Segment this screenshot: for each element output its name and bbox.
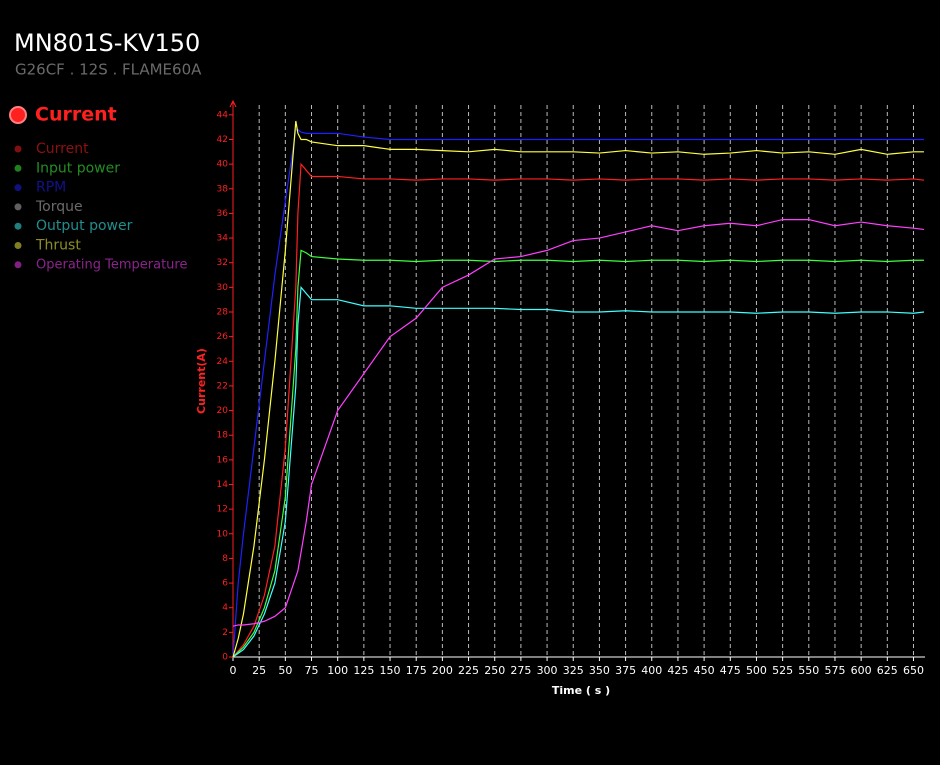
series-line — [232, 129, 924, 658]
y-axis-arrow — [229, 99, 237, 108]
x-tick-label: 550 — [798, 664, 819, 677]
legend-marker — [14, 261, 22, 269]
legend-marker — [14, 222, 22, 230]
y-tick-label: 10 — [217, 529, 229, 539]
selected-series[interactable]: Current — [35, 104, 117, 126]
x-tick-label: 175 — [406, 664, 427, 677]
legend-label: Operating Temperature — [36, 257, 187, 272]
y-tick-label: 14 — [217, 480, 229, 490]
x-tick-label: 450 — [694, 664, 715, 677]
chart-subtitle: G26CF . 12S . FLAME60A — [15, 61, 202, 79]
x-tick-label: 25 — [252, 664, 266, 677]
x-tick-label: 500 — [746, 664, 767, 677]
y-tick-label: 0 — [222, 653, 228, 663]
y-tick-label: 4 — [222, 603, 228, 613]
y-tick-label: 34 — [217, 234, 229, 244]
y-tick-label: 36 — [217, 209, 229, 219]
x-tick-label: 625 — [877, 664, 898, 677]
y-tick-label: 38 — [217, 184, 229, 194]
legend-marker — [14, 145, 22, 153]
legend-marker — [14, 203, 22, 211]
x-tick-label: 200 — [432, 664, 453, 677]
series-line — [232, 120, 924, 658]
legend-label: Current — [36, 141, 89, 157]
legend-marker — [14, 164, 22, 172]
y-axis-label: Current(A) — [195, 348, 208, 414]
x-axis-label: Time ( s ) — [552, 684, 610, 697]
selected-marker — [9, 106, 27, 124]
x-tick-label: 0 — [230, 664, 237, 677]
legend-marker — [14, 242, 22, 249]
series-line — [232, 249, 924, 658]
series-line — [232, 218, 925, 627]
x-tick-label: 225 — [458, 664, 479, 677]
y-tick-label: 30 — [217, 283, 229, 293]
x-tick-label: 525 — [772, 664, 793, 677]
legend-label: Input power — [36, 160, 120, 176]
y-tick-label: 40 — [217, 160, 229, 170]
x-tick-label: 250 — [484, 664, 505, 677]
y-tick-label: 28 — [217, 308, 229, 318]
y-tick-label: 12 — [217, 505, 228, 515]
x-tick-label: 575 — [824, 664, 845, 677]
x-tick-label: 300 — [537, 664, 558, 677]
x-tick-label: 475 — [720, 664, 741, 677]
x-tick-label: 425 — [667, 664, 688, 677]
legend-label: Torque — [35, 199, 83, 215]
legend-label: RPM — [36, 180, 66, 196]
x-tick-label: 325 — [563, 664, 584, 677]
y-tick-label: 44 — [217, 110, 229, 120]
x-tick-label: 75 — [305, 664, 319, 677]
series-line — [232, 285, 925, 658]
x-tick-label: 50 — [278, 664, 292, 677]
x-tick-label: 600 — [851, 664, 872, 677]
series-line — [232, 162, 925, 658]
x-tick-label: 275 — [510, 664, 531, 677]
x-tick-label: 150 — [380, 664, 401, 677]
y-tick-label: 18 — [217, 431, 229, 441]
x-tick-label: 650 — [903, 664, 924, 677]
chart-title: MN801S-KV150 — [14, 29, 200, 57]
x-tick-label: 100 — [327, 664, 348, 677]
x-tick-label: 125 — [353, 664, 374, 677]
y-tick-label: 24 — [217, 357, 229, 367]
y-tick-label: 22 — [217, 381, 228, 391]
y-tick-label: 20 — [217, 406, 229, 416]
y-tick-label: 6 — [222, 579, 228, 589]
legend-label: Thrust — [35, 238, 81, 254]
y-tick-label: 32 — [217, 258, 228, 268]
y-tick-label: 8 — [222, 554, 228, 564]
y-tick-label: 42 — [217, 135, 228, 145]
x-tick-label: 400 — [641, 664, 662, 677]
y-tick-label: 26 — [217, 332, 229, 342]
legend-marker — [14, 184, 22, 192]
x-tick-label: 375 — [615, 664, 636, 677]
x-tick-label: 350 — [589, 664, 610, 677]
legend-label: Output power — [36, 218, 133, 234]
y-tick-label: 2 — [222, 628, 228, 638]
y-tick-label: 16 — [217, 455, 229, 465]
